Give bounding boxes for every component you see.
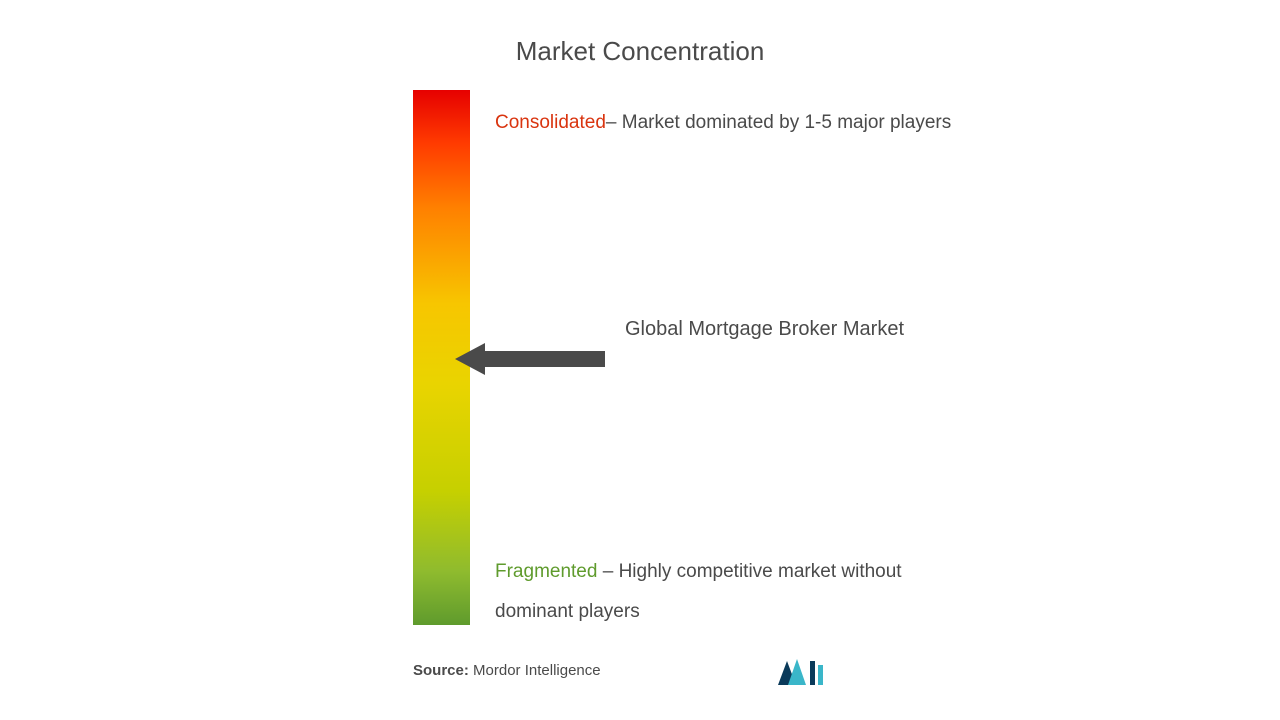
indicator-arrow-icon <box>455 340 605 378</box>
market-name-label: Global Mortgage Broker Market <box>625 318 904 341</box>
chart-title: Market Concentration <box>0 36 1280 67</box>
fragmented-highlight: Fragmented <box>495 561 597 582</box>
consolidated-label: Consolidated– Market dominated by 1-5 ma… <box>495 103 955 143</box>
source-label: Source: <box>413 662 469 679</box>
brand-logo-icon <box>778 657 824 685</box>
infographic-canvas: Market Concentration Consolidated– Marke… <box>0 0 1280 720</box>
source-name: Mordor Intelligence <box>473 662 601 679</box>
source-attribution: Source: Mordor Intelligence <box>413 662 601 679</box>
fragmented-label: Fragmented – Highly competitive market w… <box>495 552 975 632</box>
consolidated-desc: – Market dominated by 1-5 major players <box>606 112 951 133</box>
consolidated-highlight: Consolidated <box>495 112 606 133</box>
